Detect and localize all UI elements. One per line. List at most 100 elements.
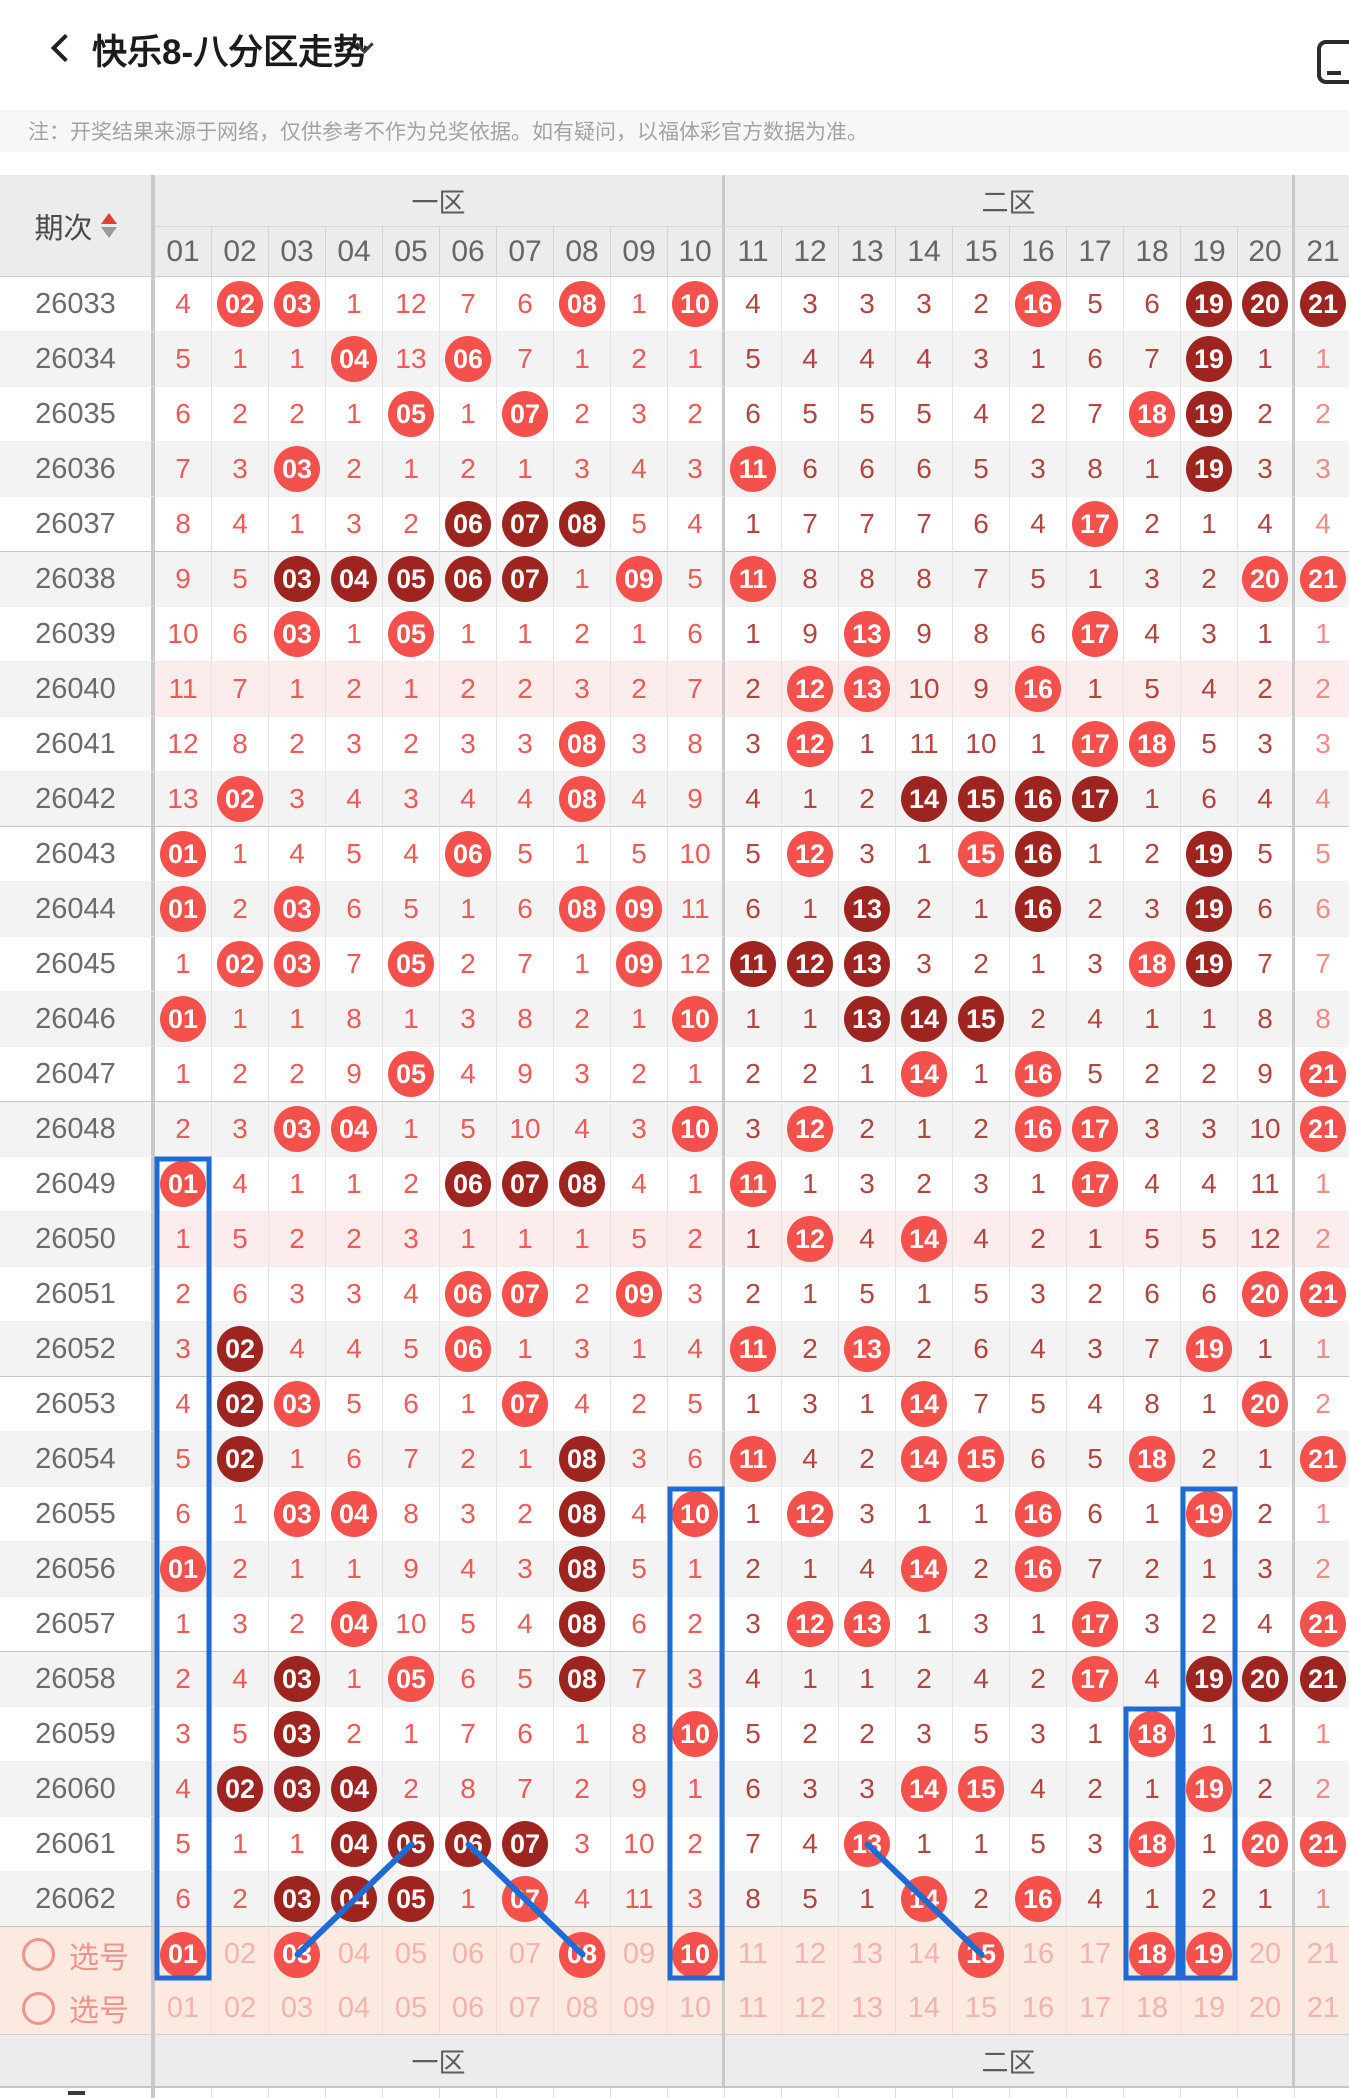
pick-radio-icon[interactable] — [22, 1991, 55, 2025]
trend-cell: 2 — [440, 937, 497, 992]
pick-number-06[interactable]: 06 — [440, 1927, 497, 1982]
trend-cell: 03 — [269, 1762, 326, 1817]
trend-cell: 4 — [497, 1597, 554, 1652]
trend-cell: 1 — [725, 607, 782, 662]
number-ball: 16 — [1015, 1106, 1061, 1152]
pick-number-19[interactable]: 19 — [1181, 1982, 1238, 2034]
pick-number-18[interactable]: 18 — [1124, 1982, 1181, 2034]
trend-cell: 21 — [1295, 1102, 1349, 1157]
back-icon[interactable] — [50, 33, 80, 63]
pick-number-14[interactable]: 14 — [896, 1927, 953, 1982]
trend-cell: 15 — [953, 827, 1010, 882]
pick-number-18[interactable]: 18 — [1124, 1927, 1181, 1982]
trend-cell: 7 — [1124, 1322, 1181, 1377]
pick-number-11[interactable]: 11 — [725, 1982, 782, 2034]
number-ball: 07 — [502, 1821, 548, 1867]
trend-cell: 04 — [326, 552, 383, 607]
column-header-14: 14 — [896, 227, 953, 277]
trend-cell: 9 — [155, 552, 212, 607]
trend-cell: 6 — [1181, 1267, 1238, 1322]
pick-number-01[interactable]: 01 — [155, 1982, 212, 2034]
pick-number-10[interactable]: 10 — [668, 1982, 725, 2034]
trend-cell: 6 — [155, 387, 212, 442]
pick-number-06[interactable]: 06 — [440, 1982, 497, 2034]
period-cell: 26056 — [0, 1542, 155, 1597]
pick-number-15[interactable]: 15 — [953, 1927, 1010, 1982]
pick-number-20[interactable]: 20 — [1238, 1982, 1295, 2034]
trend-cell: 6 — [1238, 882, 1295, 937]
trend-cell: 2 — [212, 387, 269, 442]
pick-radio-icon[interactable] — [22, 1938, 55, 1971]
trend-cell: 1 — [1238, 1707, 1295, 1762]
trend-cell: 9 — [497, 1047, 554, 1102]
trend-cell: 3 — [611, 387, 668, 442]
trend-cell: 02 — [212, 937, 269, 992]
trend-cell: 7 — [1067, 387, 1124, 442]
trend-cell: 4 — [782, 332, 839, 387]
pick-number-07[interactable]: 07 — [497, 1927, 554, 1982]
pick-number-09[interactable]: 09 — [611, 1982, 668, 2034]
number-ball: 03 — [274, 886, 320, 932]
trend-cell: 2 — [1295, 1212, 1349, 1267]
pick-number-03[interactable]: 03 — [269, 1982, 326, 2034]
pick-number-13[interactable]: 13 — [839, 1982, 896, 2034]
pick-number-08[interactable]: 08 — [554, 1982, 611, 2034]
pick-number-17[interactable]: 17 — [1067, 1982, 1124, 2034]
pick-number-02[interactable]: 02 — [212, 1982, 269, 2034]
pick-number-11[interactable]: 11 — [725, 1927, 782, 1982]
pick-number-17[interactable]: 17 — [1067, 1927, 1124, 1982]
trend-cell: 1 — [1067, 1212, 1124, 1267]
partial-cell — [554, 2088, 611, 2098]
pick-number-01[interactable]: 01 — [155, 1927, 212, 1982]
trend-cell: 2 — [782, 1322, 839, 1377]
pick-number-10[interactable]: 10 — [668, 1927, 725, 1982]
number-ball: 03 — [274, 1381, 320, 1427]
trend-cell: 6 — [212, 607, 269, 662]
trend-cell: 2 — [497, 1487, 554, 1542]
pick-number-12[interactable]: 12 — [782, 1927, 839, 1982]
trend-cell: 2 — [1067, 1267, 1124, 1322]
pick-number-21[interactable]: 21 — [1295, 1982, 1349, 2034]
pick-number-16[interactable]: 16 — [1010, 1982, 1067, 2034]
pick-number-16[interactable]: 16 — [1010, 1927, 1067, 1982]
pick-number-14[interactable]: 14 — [896, 1982, 953, 2034]
pick-number-04[interactable]: 04 — [326, 1982, 383, 2034]
trend-cell: 19 — [1181, 1322, 1238, 1377]
trend-row-26057: 26057 1 3 2 04 10 5 4 08 6 2 3 12 13 1 3 1 17 3 2 4 21 — [0, 1597, 1349, 1652]
pick-number-05[interactable]: 05 — [383, 1927, 440, 1982]
trend-cell: 5 — [1295, 827, 1349, 882]
pick-number-04[interactable]: 04 — [326, 1927, 383, 1982]
column-header-02: 02 — [212, 227, 269, 277]
pick-number-07[interactable]: 07 — [497, 1982, 554, 2034]
trend-cell: 07 — [497, 1377, 554, 1432]
pick-number-13[interactable]: 13 — [839, 1927, 896, 1982]
pick-number-02[interactable]: 02 — [212, 1927, 269, 1982]
trend-cell: 2 — [1295, 662, 1349, 717]
pick-number-05[interactable]: 05 — [383, 1982, 440, 2034]
trend-cell: 1 — [668, 1157, 725, 1212]
pick-number-21[interactable]: 21 — [1295, 1927, 1349, 1982]
trend-cell: 4 — [611, 442, 668, 497]
pick-number-12[interactable]: 12 — [782, 1982, 839, 2034]
pick-number-19[interactable]: 19 — [1181, 1927, 1238, 1982]
floating-window-icon[interactable] — [1317, 40, 1349, 84]
trend-cell: 11 — [611, 1872, 668, 1927]
trend-cell: 5 — [1181, 1212, 1238, 1267]
pick-number-15[interactable]: 15 — [953, 1982, 1010, 2034]
trend-cell: 3 — [839, 277, 896, 332]
trend-cell: 3 — [725, 1597, 782, 1652]
trend-cell: 03 — [269, 882, 326, 937]
trend-cell: 4 — [554, 1872, 611, 1927]
trend-cell: 14 — [896, 1047, 953, 1102]
sort-icon[interactable] — [100, 213, 117, 238]
sort-down-icon — [100, 227, 117, 238]
partial-cell — [383, 2088, 440, 2098]
pick-number-03[interactable]: 03 — [269, 1927, 326, 1982]
period-header-cell[interactable]: 期次 — [0, 175, 155, 277]
pick-number-09[interactable]: 09 — [611, 1927, 668, 1982]
pick-number-20[interactable]: 20 — [1238, 1927, 1295, 1982]
trend-cell: 3 — [896, 1707, 953, 1762]
partial-cell — [896, 2088, 953, 2098]
pick-number-08[interactable]: 08 — [554, 1927, 611, 1982]
trend-cell: 1 — [1181, 1817, 1238, 1872]
